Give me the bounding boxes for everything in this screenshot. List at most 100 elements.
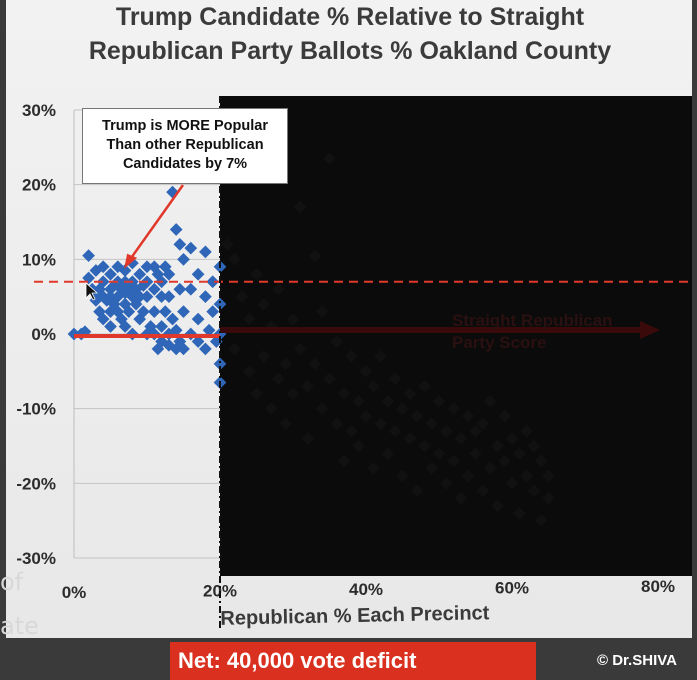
chart-title-line-2: Republican Party Ballots % Oakland Count… <box>88 37 612 65</box>
data-point <box>147 282 161 296</box>
data-point-dark <box>286 312 300 326</box>
data-point-dark <box>447 402 460 416</box>
y-tick-label: 0% <box>31 325 56 344</box>
annotation-arrow-line <box>128 184 185 262</box>
data-point-dark <box>491 499 504 513</box>
data-point-dark <box>454 491 468 505</box>
data-point-dark <box>323 152 336 165</box>
data-point-dark <box>418 439 431 453</box>
data-point-dark <box>469 447 482 460</box>
data-point-dark <box>345 424 358 438</box>
data-point <box>155 290 168 304</box>
data-point-dark <box>228 342 241 356</box>
data-point-dark <box>257 350 271 363</box>
data-point <box>133 267 147 281</box>
data-point <box>191 267 205 281</box>
annotation-arrow-head <box>124 253 138 269</box>
data-point <box>155 320 168 333</box>
x-tick-label: 80% <box>641 577 675 596</box>
data-point <box>191 312 205 326</box>
y-tick-label: -20% <box>16 474 56 493</box>
data-point <box>122 305 136 318</box>
data-point <box>177 305 190 318</box>
data-point-dark <box>403 387 417 401</box>
data-point <box>162 267 176 281</box>
data-point-dark <box>491 439 504 453</box>
data-point <box>184 282 198 296</box>
data-point-dark <box>483 462 497 475</box>
net-deficit-banner: Net: 40,000 vote deficit <box>170 642 536 680</box>
data-point-dark <box>366 462 380 475</box>
data-point-dark <box>388 424 402 438</box>
data-point-dark <box>337 387 351 401</box>
net-value: 40,000 vote deficit <box>220 648 417 673</box>
data-point <box>206 275 220 289</box>
data-point <box>96 260 110 274</box>
y-tick-label: -30% <box>16 549 56 568</box>
data-point <box>169 223 183 236</box>
data-point <box>169 323 183 337</box>
data-point <box>177 252 190 266</box>
data-point <box>136 305 150 318</box>
data-point-dark <box>352 439 366 453</box>
data-point <box>199 290 212 304</box>
data-point-dark <box>476 417 490 430</box>
data-point-dark <box>432 447 446 460</box>
data-point <box>96 275 110 289</box>
data-point-dark <box>330 417 344 430</box>
annotation-line-1: Trump is MORE Popular <box>102 118 268 134</box>
data-point-dark <box>410 409 424 423</box>
data-point <box>213 297 227 311</box>
dark-overlay-panel <box>220 96 692 576</box>
data-point-dark <box>388 372 402 386</box>
data-point <box>140 290 154 304</box>
annotation-box: Trump is MORE Popular Than other Republi… <box>82 108 288 184</box>
straight-party-arrowhead <box>640 321 660 339</box>
data-point-dark <box>381 394 395 408</box>
data-point-dark <box>359 409 373 423</box>
data-point-dark <box>264 402 278 416</box>
data-point <box>191 335 205 348</box>
data-point-dark <box>366 379 380 393</box>
data-point-dark <box>359 364 373 378</box>
data-point <box>206 305 220 318</box>
data-point-dark <box>293 342 307 356</box>
data-point-dark <box>308 249 322 262</box>
data-point-dark <box>235 290 249 304</box>
data-point <box>166 312 179 326</box>
data-point-dark <box>250 387 263 401</box>
y-tick-label: 10% <box>22 250 56 269</box>
mouse-cursor-icon <box>85 282 99 301</box>
data-point-dark <box>461 409 475 423</box>
y-tick-label: -10% <box>16 400 56 419</box>
x-tick-label: 0% <box>62 583 87 602</box>
data-point-dark <box>323 372 336 386</box>
data-point-dark <box>337 454 351 468</box>
data-point-dark <box>432 394 446 408</box>
data-point-dark <box>242 364 256 378</box>
annotation-line-2: Than other Republican <box>106 137 264 153</box>
data-point-dark <box>279 417 293 430</box>
data-point-dark <box>220 238 234 251</box>
data-point-dark <box>293 200 307 214</box>
data-point-dark <box>286 387 300 401</box>
data-point <box>173 238 187 251</box>
overlay-text-ate: ate <box>0 612 39 640</box>
data-point-dark <box>469 424 482 438</box>
data-point-dark <box>242 312 256 326</box>
data-point <box>158 305 172 318</box>
net-label: Net: <box>178 648 221 673</box>
data-point-dark <box>439 424 453 438</box>
data-point <box>199 245 212 259</box>
data-point-dark <box>257 297 271 311</box>
annotation-line-3: Candidates by 7% <box>122 156 248 172</box>
overlay-text-of: of <box>0 568 24 596</box>
data-point <box>147 305 161 318</box>
data-point-dark <box>374 417 387 430</box>
data-point <box>82 249 95 262</box>
data-point <box>133 290 147 304</box>
x-tick-label: 40% <box>349 580 383 599</box>
data-point-dark <box>301 379 314 393</box>
